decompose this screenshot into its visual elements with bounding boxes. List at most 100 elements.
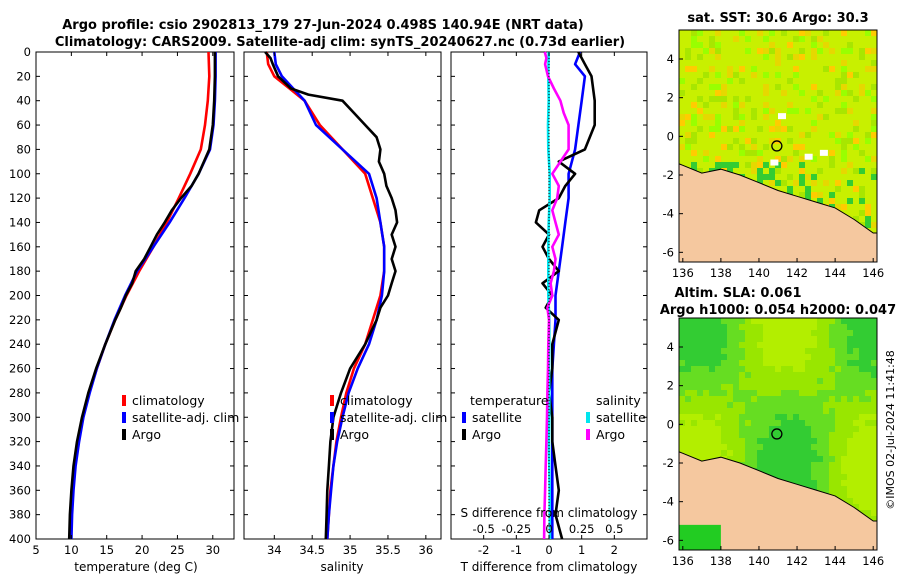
legend-swatch [330,429,334,440]
depth-tick-label: 400 [9,532,31,546]
legend-swatch [330,395,334,406]
lat-tick-label: 0 [667,129,674,143]
lon-tick-label: 142 [786,554,808,568]
legend-label: Argo [472,427,501,442]
temperature-axes-frame [35,51,235,540]
series-line-satellite-adj-clim [273,51,386,540]
salinity-legend: climatology satellite-adj. clim Argo [330,393,447,442]
lon-tick-label: 144 [824,554,846,568]
missing-data-cell [819,149,828,156]
s-diff-tick-label: 0.25 [569,522,595,536]
legend-swatch [122,395,126,406]
lat-tick-label: -6 [663,245,674,259]
lon-tick-label: 144 [824,266,846,280]
series-line-argo [264,51,399,540]
x-tick-label: -2 [478,543,489,557]
s-diff-tick-label: 0.5 [605,522,623,536]
lon-tick-label: 146 [862,554,884,568]
depth-tick-label: 100 [9,167,31,181]
legend-swatch [462,412,466,423]
salinity-panel: 34 34.5 35 35.5 36 salinity climatology satel… [243,51,447,574]
x-tick-label: 25 [170,543,185,557]
sla-map-field [679,318,877,550]
x-tick-label: 35.5 [375,543,401,557]
legend-label: satellite [472,410,522,425]
x-tick-label: 1 [578,543,585,557]
land-mass [679,451,877,550]
temperature-panel: 5 10 15 20 25 3002040608010012014016018020022… [9,45,239,574]
x-tick-label: -1 [511,543,522,557]
lat-tick-label: 4 [667,52,674,66]
sst-map-title: sat. SST: 30.6 Argo: 30.3 [687,11,868,26]
sst-map-panel: sat. SST: 30.6 Argo: 30.3 136 138 140 142 14… [663,11,885,280]
lon-tick-label: 146 [862,266,884,280]
x-tick-label: 34.5 [299,543,325,557]
depth-tick-label: 160 [9,240,31,254]
legend-label: Argo [596,427,625,442]
lon-tick-label: 136 [672,266,694,280]
s-diff-tick-label: -0.5 [472,522,494,536]
legend-swatch [586,429,590,440]
land-mass [679,163,877,262]
legend-swatch [462,429,466,440]
legend-swatch [330,412,334,423]
lat-tick-label: -4 [663,207,674,221]
depth-tick-label: 220 [9,313,31,327]
x-tick-label: 34 [267,543,282,557]
lon-tick-label: 138 [710,266,732,280]
depth-tick-label: 340 [9,459,31,473]
lat-tick-label: -4 [663,495,674,509]
legend-label: climatology [132,393,205,408]
depth-tick-label: 20 [16,69,31,83]
sla-patch [679,524,721,550]
lat-tick-label: -2 [663,168,674,182]
x-tick-label: 36 [419,543,434,557]
x-tick-label: 10 [64,543,79,557]
depth-tick-label: 240 [9,337,31,351]
imos-timestamp: ©IMOS 02-Jul-2024 11:41:48 [884,350,897,510]
sla-map-frame [678,317,878,551]
figure-title-line2: Climatology: CARS2009. Satellite-adj cli… [55,35,625,50]
legend-swatch [122,429,126,440]
difference-legend: temperature satellite Argo salinity satellit… [462,393,646,442]
legend-swatch [586,412,590,423]
legend-label: climatology [340,393,413,408]
missing-data-cell [804,153,813,160]
x-tick-label: 20 [135,543,150,557]
x-tick-label: 0 [545,543,552,557]
s-diff-tick-label: 0 [545,522,552,536]
sla-map-panel: Altim. SLA: 0.061 Argo h1000: 0.054 h200… [660,286,896,568]
legend-label: satellite-adj. clim [340,410,447,425]
legend-header-salinity: salinity [596,393,641,408]
depth-tick-label: 120 [9,191,31,205]
sla-map-title: Altim. SLA: 0.061 [675,286,802,301]
x-tick-label: 5 [32,543,39,557]
argo-position-marker [771,140,783,152]
salinity-xlabel: salinity [320,560,363,574]
legend-label: satellite-adj. clim [132,410,239,425]
series-line-t-satellite [550,51,587,539]
lon-tick-label: 140 [748,266,770,280]
t-difference-xlabel: T difference from climatology [460,560,638,574]
legend-label: Argo [132,427,161,442]
depth-tick-label: 300 [9,410,31,424]
depth-tick-label: 140 [9,215,31,229]
x-tick-label: 30 [205,543,220,557]
sst-map-field [679,30,877,262]
depth-tick-label: 60 [16,118,31,132]
depth-tick-label: 200 [9,289,31,303]
legend-label: Argo [340,427,369,442]
lat-tick-label: -6 [663,533,674,547]
salinity-axes-frame [243,51,442,540]
missing-data-cell [770,159,779,166]
lat-tick-label: 0 [667,417,674,431]
sla-map-subtitle: Argo h1000: 0.054 h2000: 0.047 [660,303,896,318]
depth-tick-label: 0 [24,45,31,59]
depth-tick-label: 80 [16,142,31,156]
lat-tick-label: -2 [663,456,674,470]
sst-map-frame [678,29,878,263]
series-line-argo [67,52,217,540]
difference-panel: -2 -1 0 1 2 T difference from climatology S … [450,51,648,574]
depth-tick-label: 380 [9,508,31,522]
